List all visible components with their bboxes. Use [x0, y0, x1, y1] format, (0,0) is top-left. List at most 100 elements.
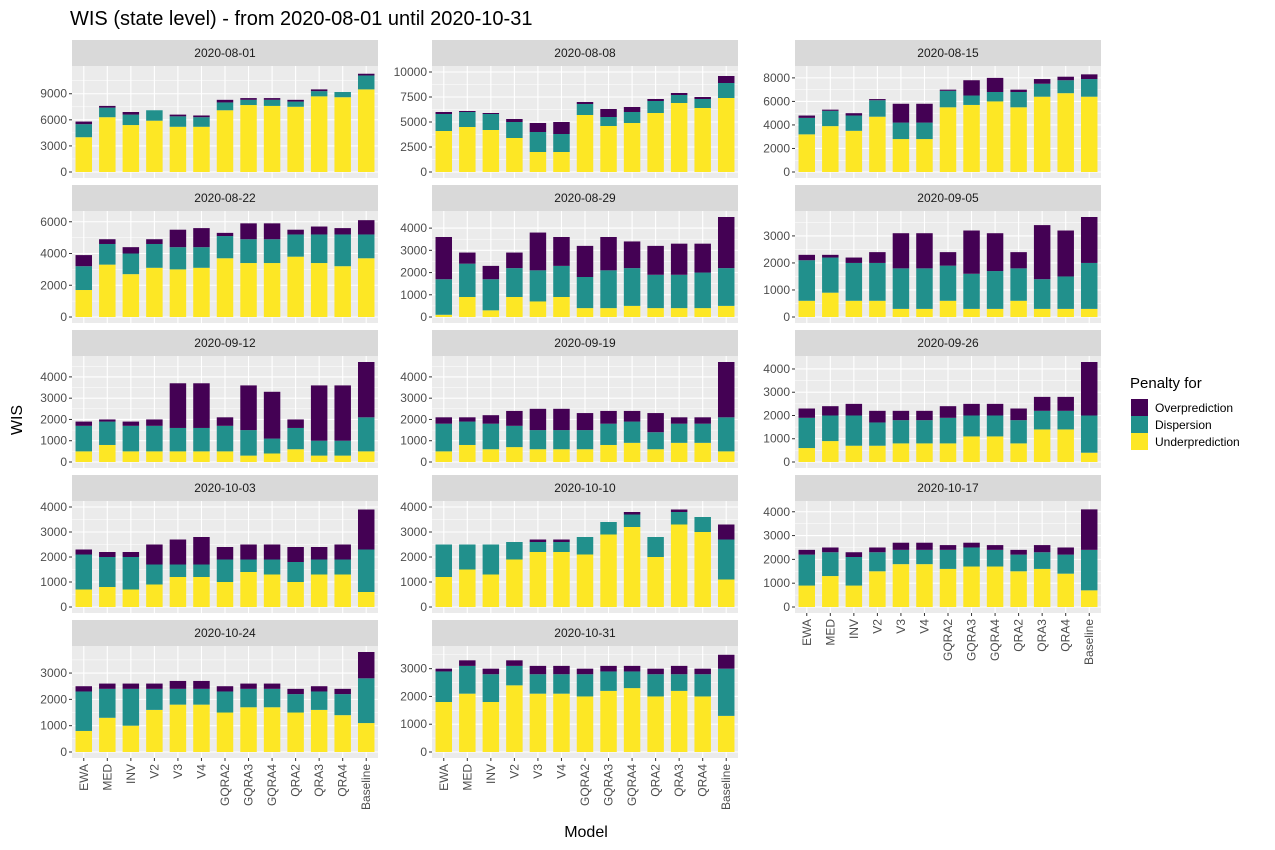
- bar-underprediction: [892, 308, 910, 317]
- bar-underprediction: [506, 685, 523, 752]
- bar-underprediction: [263, 105, 281, 172]
- x-tick-label: INV: [124, 764, 138, 784]
- bar-overprediction: [506, 660, 523, 666]
- bar-overprediction: [576, 413, 594, 431]
- bar-overprediction: [670, 93, 688, 95]
- bar-underprediction: [1010, 571, 1027, 607]
- bar-dispersion: [892, 122, 910, 140]
- x-tick-label: Baseline: [719, 764, 733, 810]
- bar-overprediction: [717, 654, 735, 669]
- bar-underprediction: [670, 442, 688, 462]
- bar-dispersion: [916, 268, 933, 309]
- bar-overprediction: [1057, 76, 1074, 81]
- bar-dispersion: [986, 271, 1004, 309]
- bar-underprediction: [845, 445, 863, 462]
- bar-underprediction: [694, 308, 711, 317]
- bar-underprediction: [600, 444, 617, 462]
- x-tick-label: GQRA3: [242, 764, 256, 806]
- bar-overprediction: [529, 123, 547, 132]
- bar-underprediction: [600, 126, 617, 172]
- y-tick-label: 3000: [400, 525, 427, 539]
- bar-dispersion: [869, 100, 886, 117]
- bar-underprediction: [1010, 107, 1027, 172]
- bar-underprediction: [263, 707, 281, 752]
- bar-dispersion: [623, 268, 641, 306]
- bar-overprediction: [1010, 408, 1027, 421]
- y-tick-label: 1000: [400, 575, 427, 589]
- y-tick-label: 6000: [40, 113, 67, 127]
- bar-overprediction: [459, 417, 476, 422]
- bar-dispersion: [892, 420, 910, 444]
- bar-underprediction: [482, 130, 500, 172]
- bar-dispersion: [482, 114, 500, 130]
- bar-overprediction: [717, 362, 735, 418]
- y-tick-label: 2000: [763, 256, 790, 270]
- bar-overprediction: [600, 410, 617, 424]
- bar-overprediction: [939, 406, 957, 418]
- bar-underprediction: [334, 574, 351, 607]
- bar-overprediction: [916, 542, 933, 550]
- bar-dispersion: [600, 270, 617, 309]
- bar-dispersion: [529, 542, 547, 552]
- y-tick-label: 2000: [400, 689, 427, 703]
- chart-title: WIS (state level) - from 2020-08-01 unti…: [70, 8, 532, 30]
- bar-overprediction: [798, 254, 816, 261]
- bar-overprediction: [263, 391, 281, 439]
- facet-2020-09-26: 2020-09-26 0 1000 2000 3000 4000: [763, 330, 1101, 469]
- bar-dispersion: [459, 665, 476, 694]
- bar-overprediction: [986, 233, 1004, 272]
- bar-overprediction: [216, 417, 234, 426]
- bar-dispersion: [310, 559, 328, 575]
- x-tick-label: QRA4: [336, 764, 350, 797]
- y-tick-label: 1000: [763, 283, 790, 297]
- bar-underprediction: [717, 98, 735, 172]
- bar-overprediction: [892, 410, 910, 421]
- bar-overprediction: [600, 237, 617, 271]
- bar-dispersion: [1033, 83, 1051, 97]
- y-tick-label: 3000: [400, 391, 427, 405]
- bar-overprediction: [169, 114, 187, 117]
- bar-underprediction: [694, 442, 711, 462]
- bar-overprediction: [647, 99, 664, 101]
- x-tick-label: GQRA3: [965, 619, 979, 661]
- legend: Penalty for Overprediction Dispersion Unde…: [1130, 375, 1240, 450]
- bar-overprediction: [553, 408, 570, 431]
- bar-dispersion: [939, 265, 957, 301]
- bar-overprediction: [146, 683, 163, 689]
- bar-overprediction: [717, 524, 735, 540]
- legend-key-overprediction: [1131, 399, 1148, 416]
- facet-2020-10-03: 2020-10-03 0 1000 2000 3000 4000: [40, 475, 378, 614]
- bar-underprediction: [334, 266, 351, 317]
- bar-underprediction: [798, 134, 816, 172]
- bar-overprediction: [869, 547, 886, 553]
- facet-2020-10-17: 2020-10-17 0 1000 2000 3000 4000 EWA MED INV V2 V3…: [763, 475, 1101, 665]
- bar-underprediction: [459, 127, 476, 172]
- x-tick-label: GQRA4: [265, 764, 279, 806]
- bar-dispersion: [553, 542, 570, 552]
- bar-underprediction: [263, 453, 281, 462]
- facet-2020-08-22: 2020-08-22 0 2000 4000 6000: [40, 185, 378, 324]
- facet-strip: [72, 185, 378, 211]
- y-tick-label: 8000: [763, 71, 790, 85]
- bar-overprediction: [357, 73, 375, 76]
- bar-dispersion: [623, 112, 641, 123]
- y-tick-label: 10000: [394, 65, 428, 79]
- bar-dispersion: [482, 279, 500, 311]
- y-tick-label: 0: [60, 310, 67, 324]
- bar-dispersion: [892, 549, 910, 565]
- bar-underprediction: [916, 443, 933, 462]
- bar-overprediction: [310, 226, 328, 235]
- bar-dispersion: [357, 234, 375, 259]
- bar-overprediction: [553, 539, 570, 542]
- bar-underprediction: [916, 139, 933, 172]
- bar-underprediction: [647, 696, 664, 752]
- bar-underprediction: [482, 702, 500, 752]
- facet-strip: [795, 185, 1101, 211]
- legend-label-underprediction: Underprediction: [1155, 435, 1240, 449]
- bar-underprediction: [647, 557, 664, 607]
- bar-overprediction: [647, 668, 664, 675]
- bar-underprediction: [99, 587, 116, 607]
- bar-dispersion: [310, 440, 328, 456]
- bar-underprediction: [600, 534, 617, 607]
- facet-label: 2020-08-22: [194, 191, 256, 205]
